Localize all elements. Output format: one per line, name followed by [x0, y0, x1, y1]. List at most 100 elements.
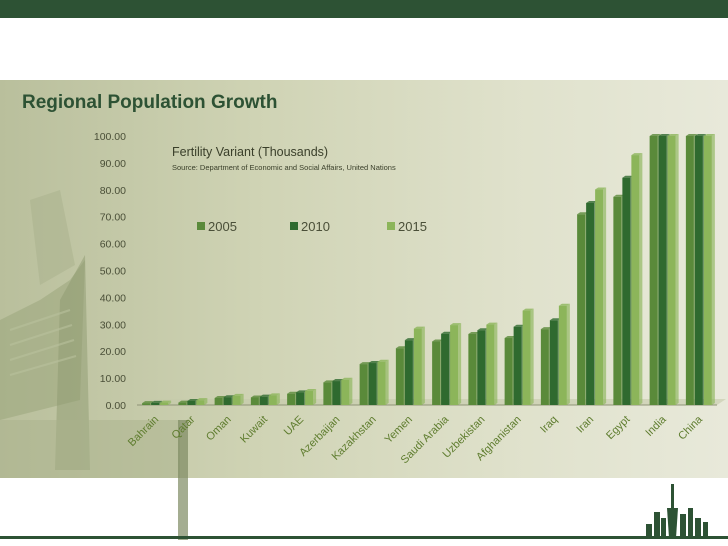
bar-front — [296, 392, 305, 405]
bar-front — [450, 325, 459, 405]
bar-top — [323, 380, 335, 383]
bar-front — [332, 381, 341, 405]
bar-top — [513, 324, 525, 327]
legend-swatch — [197, 222, 205, 230]
bar-side — [349, 377, 353, 405]
bar — [268, 393, 280, 405]
bar — [522, 308, 534, 405]
x-axis: Bahrain Qatar Oman Kuwait UAEAzerbaijanKazak… — [126, 413, 706, 466]
bar-side — [204, 398, 208, 405]
bar — [196, 398, 208, 405]
bar-top — [468, 331, 480, 334]
bar-front — [359, 364, 368, 405]
y-tick-label: 40.00 — [100, 292, 126, 304]
bar-front — [577, 214, 586, 405]
bar-top — [694, 134, 706, 136]
legend-swatch — [387, 222, 395, 230]
bar-top — [287, 391, 299, 394]
legend-label: 2010 — [301, 219, 330, 234]
bar-front — [178, 402, 187, 405]
bar-top — [142, 401, 154, 404]
bar-front — [658, 136, 667, 405]
bar-side — [458, 323, 462, 405]
bar-side — [276, 393, 280, 405]
bar-top — [223, 395, 235, 398]
bar-front — [631, 155, 640, 405]
x-tick-label: Iran — [574, 414, 596, 436]
background-panel — [0, 80, 728, 478]
y-tick-label: 0.00 — [106, 400, 127, 412]
bar-front — [540, 329, 549, 405]
bar-top — [395, 346, 407, 349]
bar-top — [703, 134, 715, 136]
x-tick-label: Yemen — [383, 414, 415, 446]
y-tick-label: 90.00 — [100, 158, 126, 170]
legend-swatch — [290, 222, 298, 230]
bar-side — [385, 359, 389, 405]
bar-front — [685, 136, 694, 405]
bar-top — [341, 377, 353, 380]
bar — [413, 326, 425, 405]
bar-side — [675, 134, 679, 405]
bar — [703, 134, 715, 405]
bar-top — [359, 362, 371, 365]
bar-front — [142, 403, 151, 405]
bar — [558, 303, 570, 405]
x-tick-label: Kuwait — [238, 414, 270, 446]
bar-top — [549, 318, 561, 321]
bar-top — [305, 389, 317, 392]
bar-side — [168, 400, 172, 405]
chart-title: Fertility Variant (Thousands) — [172, 145, 328, 159]
bar-front — [432, 341, 441, 405]
y-tick-label: 70.00 — [100, 212, 126, 224]
bar-front — [160, 402, 169, 405]
bottom-rule — [0, 536, 728, 539]
bar-front — [486, 324, 495, 405]
bar-front — [232, 395, 241, 405]
y-tick-label: 30.00 — [100, 319, 126, 331]
y-tick-label: 20.00 — [100, 346, 126, 358]
bar-top — [586, 200, 598, 203]
bar — [377, 359, 389, 405]
bar — [232, 393, 244, 405]
bar-front — [504, 338, 513, 405]
bar-front — [187, 400, 196, 405]
bar-top — [540, 327, 552, 330]
bar-top — [577, 212, 589, 215]
bar — [160, 400, 172, 405]
bar-top — [232, 393, 244, 396]
x-tick-label: Oman — [204, 414, 234, 444]
bar-front — [649, 136, 658, 405]
bar-front — [703, 136, 712, 405]
bar — [667, 134, 679, 405]
bar-front — [341, 379, 350, 405]
bar-side — [530, 308, 534, 405]
x-tick-label: Qatar — [170, 413, 198, 441]
bar-front — [595, 189, 604, 405]
bar-top — [368, 361, 380, 364]
bar-front — [613, 196, 622, 405]
bar-front — [305, 391, 314, 405]
bar — [486, 322, 498, 405]
bar-front — [441, 333, 450, 405]
x-tick-label: Egypt — [604, 414, 632, 442]
bar-front — [323, 382, 332, 405]
bar-top — [667, 134, 679, 136]
legend-item: 2015 — [387, 219, 427, 234]
bar-front — [368, 363, 377, 405]
legend-item: 2005 — [197, 219, 237, 234]
bar-top — [259, 394, 271, 397]
bar — [450, 323, 462, 405]
bar-side — [421, 326, 425, 405]
bar-top — [187, 398, 199, 401]
bar-top — [332, 379, 344, 382]
bar-top — [268, 393, 280, 396]
bar-front — [558, 305, 567, 405]
bar-top — [595, 187, 607, 190]
bar-front — [223, 397, 232, 405]
legend: 2005 2010 2015 — [197, 219, 427, 234]
bar-top — [377, 359, 389, 362]
bar-top — [441, 331, 453, 334]
y-axis: 0.00 10.00 20.00 30.00 40.00 50.00 60.00 70.00 8… — [94, 131, 126, 412]
bar-side — [494, 322, 498, 405]
